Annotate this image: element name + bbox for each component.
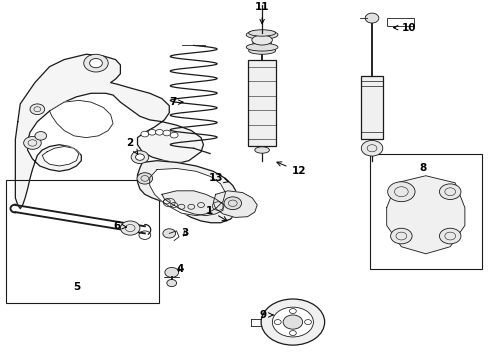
Circle shape — [290, 309, 296, 314]
Polygon shape — [138, 161, 240, 223]
Ellipse shape — [248, 47, 275, 54]
Circle shape — [141, 131, 149, 137]
Circle shape — [388, 182, 415, 202]
Text: 4: 4 — [176, 264, 184, 274]
Ellipse shape — [252, 35, 272, 45]
Circle shape — [170, 132, 178, 138]
Circle shape — [361, 140, 383, 156]
Circle shape — [131, 151, 149, 163]
Circle shape — [136, 154, 145, 160]
Circle shape — [391, 228, 412, 244]
Circle shape — [163, 130, 171, 136]
Polygon shape — [387, 176, 465, 254]
Polygon shape — [42, 147, 79, 166]
Text: 7: 7 — [169, 97, 183, 107]
Circle shape — [440, 228, 461, 244]
Polygon shape — [49, 100, 113, 138]
Text: 9: 9 — [260, 310, 273, 320]
Bar — [369, 154, 482, 269]
Circle shape — [305, 320, 312, 325]
Circle shape — [137, 173, 153, 184]
Text: 12: 12 — [277, 162, 306, 176]
Ellipse shape — [246, 43, 278, 51]
Circle shape — [272, 307, 314, 337]
Circle shape — [261, 299, 325, 345]
Circle shape — [290, 330, 296, 336]
Circle shape — [365, 13, 379, 23]
Circle shape — [90, 59, 102, 68]
Circle shape — [121, 221, 140, 235]
Circle shape — [148, 130, 156, 135]
Text: 5: 5 — [73, 282, 80, 292]
Text: 11: 11 — [255, 3, 270, 24]
Ellipse shape — [248, 30, 275, 36]
Ellipse shape — [253, 39, 271, 49]
Circle shape — [84, 54, 108, 72]
Bar — [5, 180, 159, 302]
Circle shape — [167, 279, 176, 287]
Ellipse shape — [255, 147, 270, 153]
Text: 10: 10 — [393, 23, 416, 33]
Circle shape — [156, 130, 163, 135]
Circle shape — [165, 267, 178, 277]
Text: 2: 2 — [126, 138, 138, 154]
Polygon shape — [150, 168, 225, 216]
Polygon shape — [213, 191, 257, 217]
Ellipse shape — [246, 30, 278, 39]
Text: 6: 6 — [113, 221, 126, 231]
Circle shape — [283, 315, 303, 329]
Text: 13: 13 — [209, 174, 229, 183]
Text: 8: 8 — [420, 163, 427, 173]
Circle shape — [24, 136, 41, 149]
Bar — [387, 18, 414, 26]
Circle shape — [30, 104, 45, 114]
Circle shape — [35, 132, 47, 140]
Circle shape — [274, 320, 281, 325]
Polygon shape — [15, 54, 203, 208]
Text: 1: 1 — [206, 206, 227, 221]
Bar — [248, 59, 276, 147]
Circle shape — [440, 184, 461, 199]
Circle shape — [163, 229, 175, 238]
Polygon shape — [162, 191, 223, 216]
Circle shape — [224, 197, 242, 210]
Bar — [361, 76, 383, 139]
Text: 3: 3 — [182, 228, 189, 238]
